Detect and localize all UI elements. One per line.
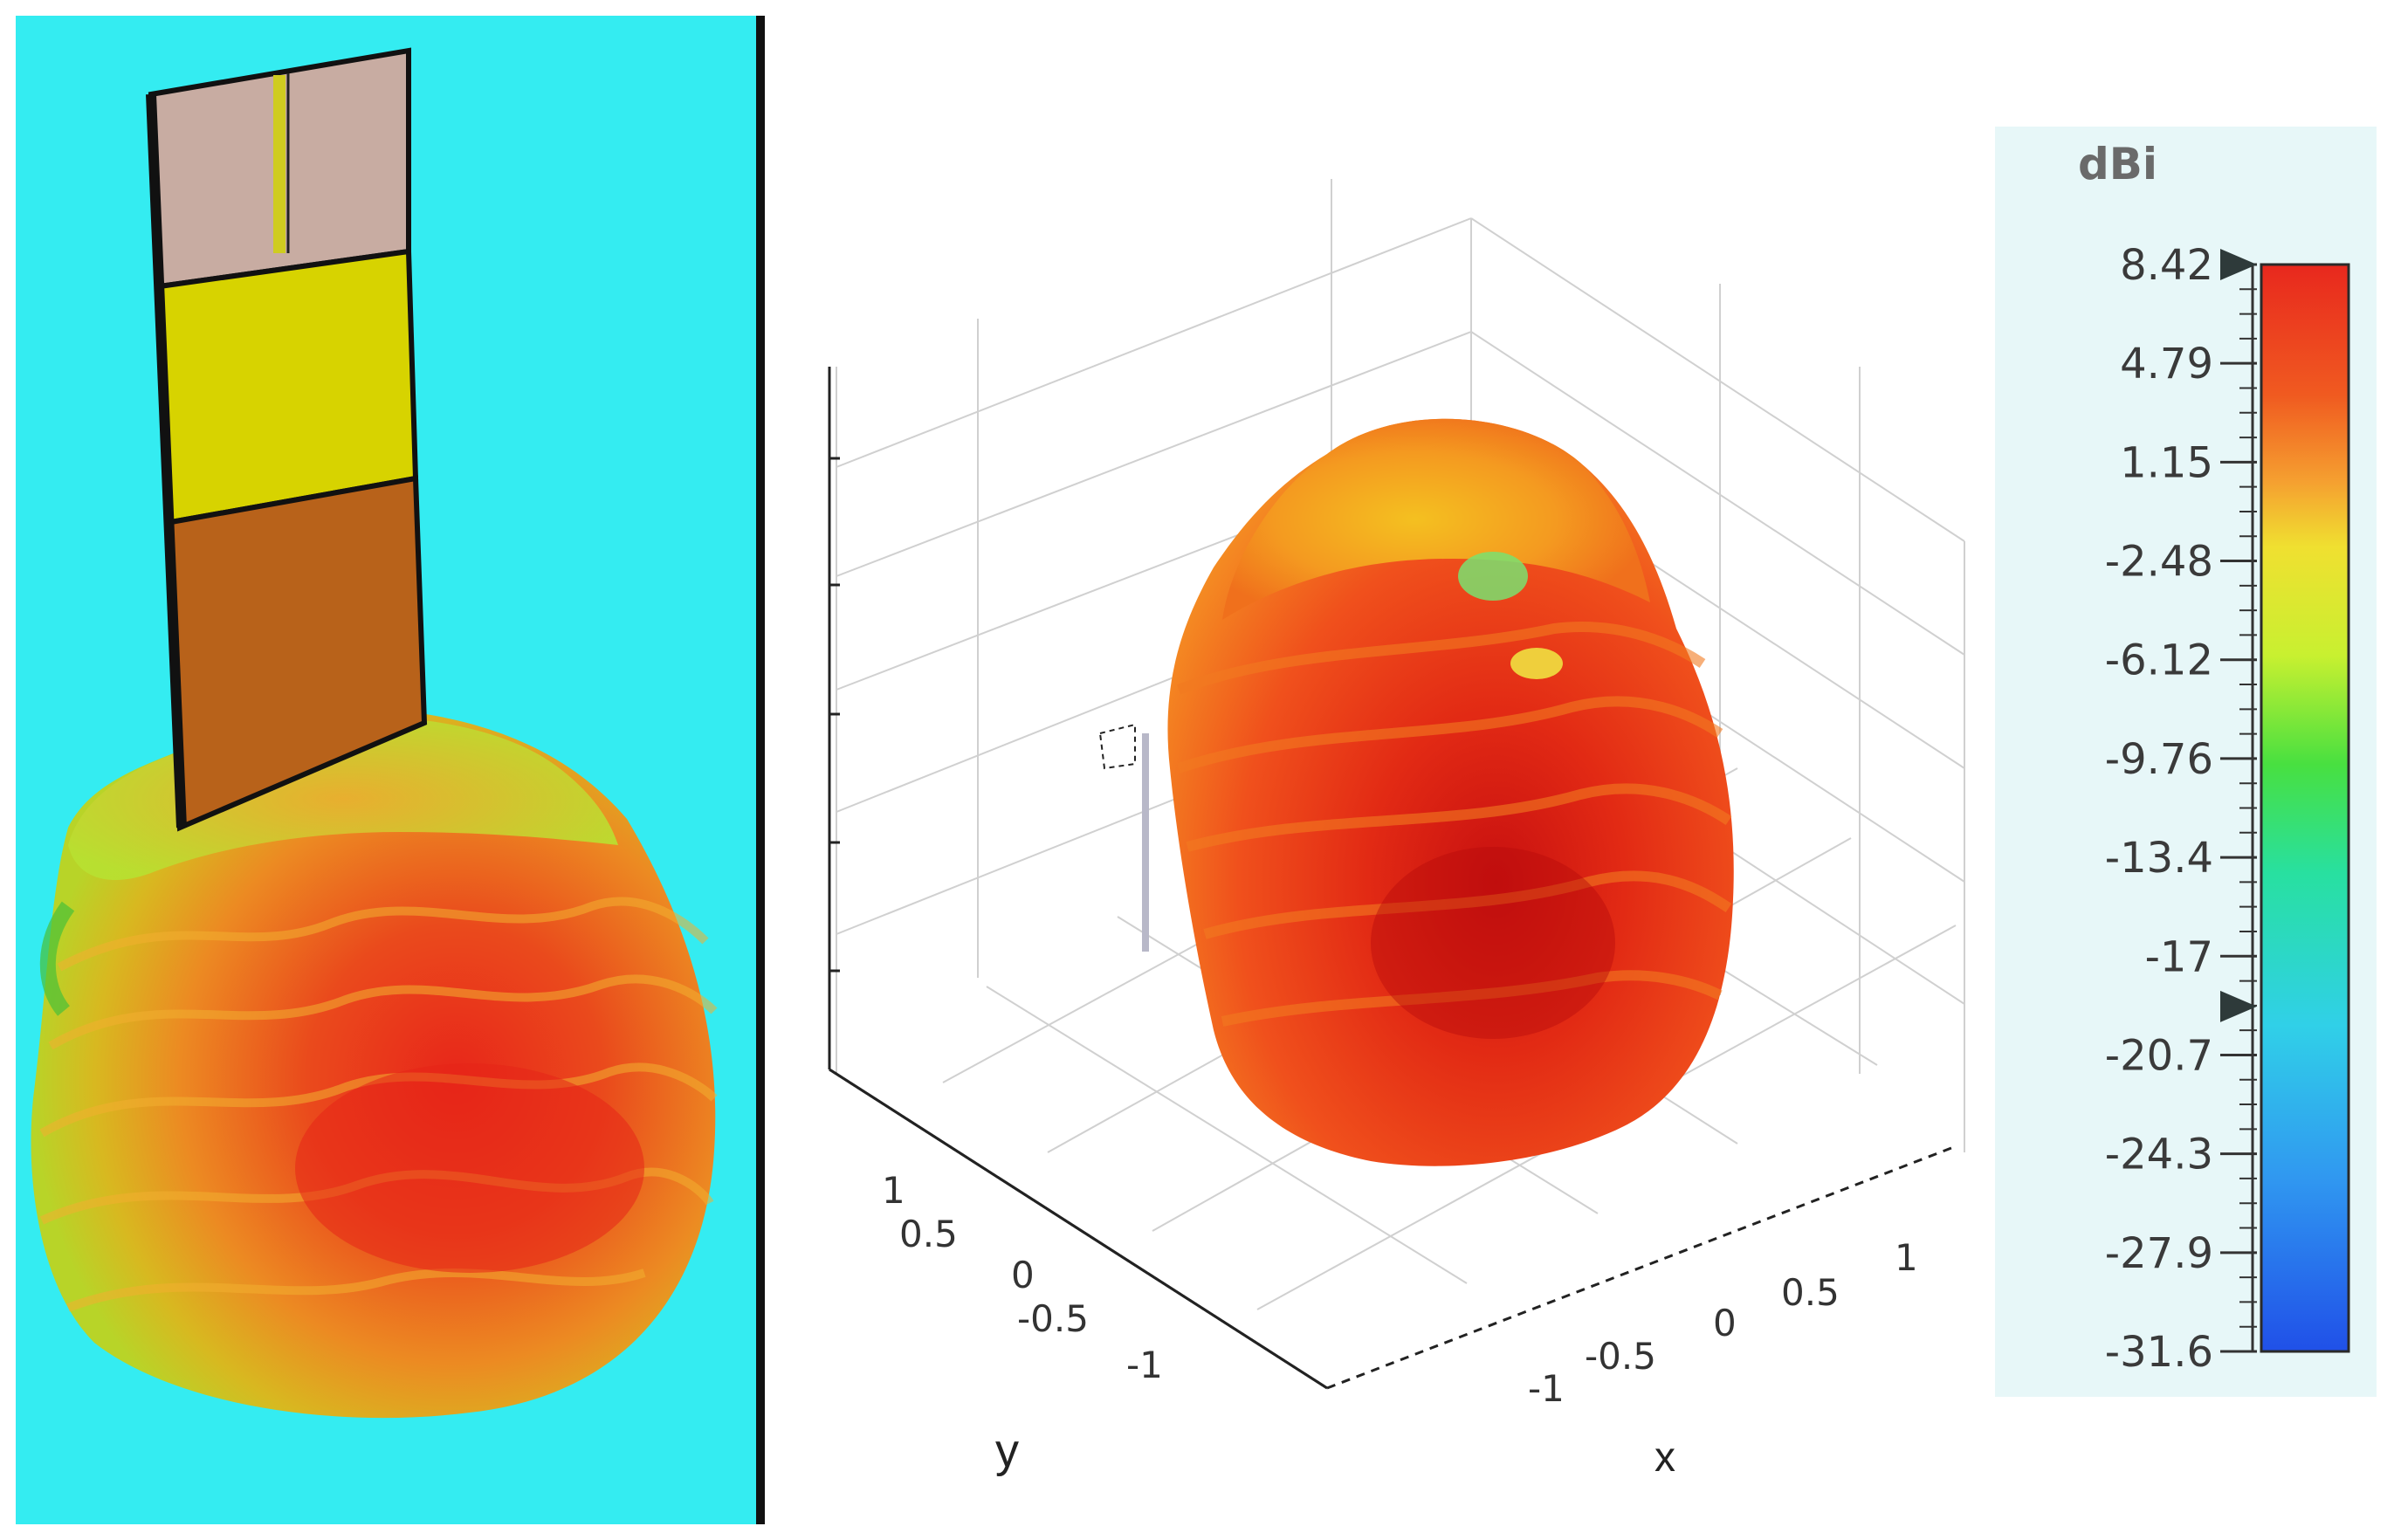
- axis-frame: [828, 367, 1952, 1390]
- colorbar-tick-label: -17: [2145, 932, 2213, 981]
- colorbar-max-marker[interactable]: [2220, 249, 2257, 280]
- blob-bands: [1176, 622, 1732, 1027]
- x-axis-label: x: [1654, 1434, 1675, 1481]
- colorbar-tick-label: -13.4: [2105, 834, 2213, 883]
- y-tick-neg-1: -1: [1126, 1344, 1163, 1386]
- colorbar-unit: dBi: [2078, 139, 2157, 189]
- y-tick-neg-0-5: -0.5: [1017, 1297, 1089, 1340]
- panel-divider: [756, 16, 765, 1524]
- colorbar-min-marker[interactable]: [2220, 990, 2257, 1022]
- colorbar-tick-label: 4.79: [2120, 340, 2213, 388]
- colorbar-tick-label: 1.15: [2120, 438, 2213, 487]
- colorbar-tick-label: -31.6: [2105, 1328, 2213, 1377]
- colorbar-tick-label: -27.9: [2105, 1229, 2213, 1278]
- blob-dark-core: [1371, 847, 1615, 1039]
- y-tick-0: 0: [1011, 1254, 1035, 1296]
- colorbar-panel: dBi 8.42 4.79 1.15 -2.48 -6.12 -9.76 -13.4 -17 -…: [1995, 127, 2377, 1397]
- pattern-green-edge: [39, 901, 75, 1016]
- y-tick-labels: 1 0.5 0 -0.5 -1: [882, 1169, 1163, 1386]
- x-tick-0: 0: [1713, 1302, 1737, 1344]
- y-tick-0-5: 0.5: [899, 1213, 958, 1255]
- antenna-pattern-svg: [31, 47, 718, 1419]
- x-tick-labels: -1 -0.5 0 0.5 1: [1528, 1236, 1918, 1410]
- antenna-strip: [146, 47, 428, 832]
- pattern-hotspot: [295, 1063, 644, 1273]
- colorbar-svg: dBi 8.42 4.79 1.15 -2.48 -6.12 -9.76 -13.4 -17 -…: [2078, 139, 2350, 1377]
- colorbar-tick-label: -2.48: [2105, 538, 2213, 587]
- colorbar-tick-label: -20.7: [2105, 1031, 2213, 1080]
- colorbar-gradient: [2260, 263, 2350, 1353]
- colorbar-tick-label: -6.12: [2105, 636, 2213, 685]
- colorbar-ticks: 8.42 4.79 1.15 -2.48 -6.12 -9.76 -13.4 -17 -20.7…: [2105, 241, 2257, 1377]
- z-ticks: [829, 457, 840, 973]
- x-tick-neg-1: -1: [1528, 1367, 1565, 1410]
- colorbar-tick-label: -24.3: [2105, 1131, 2213, 1179]
- y-axis-label: y: [995, 1425, 1019, 1477]
- x-tick-neg-0-5: -0.5: [1585, 1335, 1656, 1378]
- antenna-pattern-panel: [16, 16, 760, 1524]
- blob-green-spot: [1458, 552, 1528, 601]
- colorbar-minor-ticks: [2239, 288, 2257, 1328]
- antenna-outline: [1098, 723, 1136, 770]
- colorbar-tick-label: 8.42: [2120, 241, 2213, 290]
- colorbar-tick-label: -9.76: [2105, 735, 2213, 784]
- pattern-3d-svg: 1 0.5 0 -0.5 -1 -1 -0.5 0 0.5 1 y x: [828, 179, 1965, 1481]
- pattern-3d-plot: 1 0.5 0 -0.5 -1 -1 -0.5 0 0.5 1 y x: [768, 0, 1991, 1540]
- pattern-blob-top: [1222, 418, 1650, 620]
- x-tick-0-5: 0.5: [1781, 1271, 1840, 1314]
- y-tick-1: 1: [882, 1169, 905, 1212]
- x-tick-1: 1: [1895, 1236, 1918, 1279]
- colorbar-markers: [2220, 249, 2257, 1022]
- blob-yellow-spot: [1510, 648, 1563, 679]
